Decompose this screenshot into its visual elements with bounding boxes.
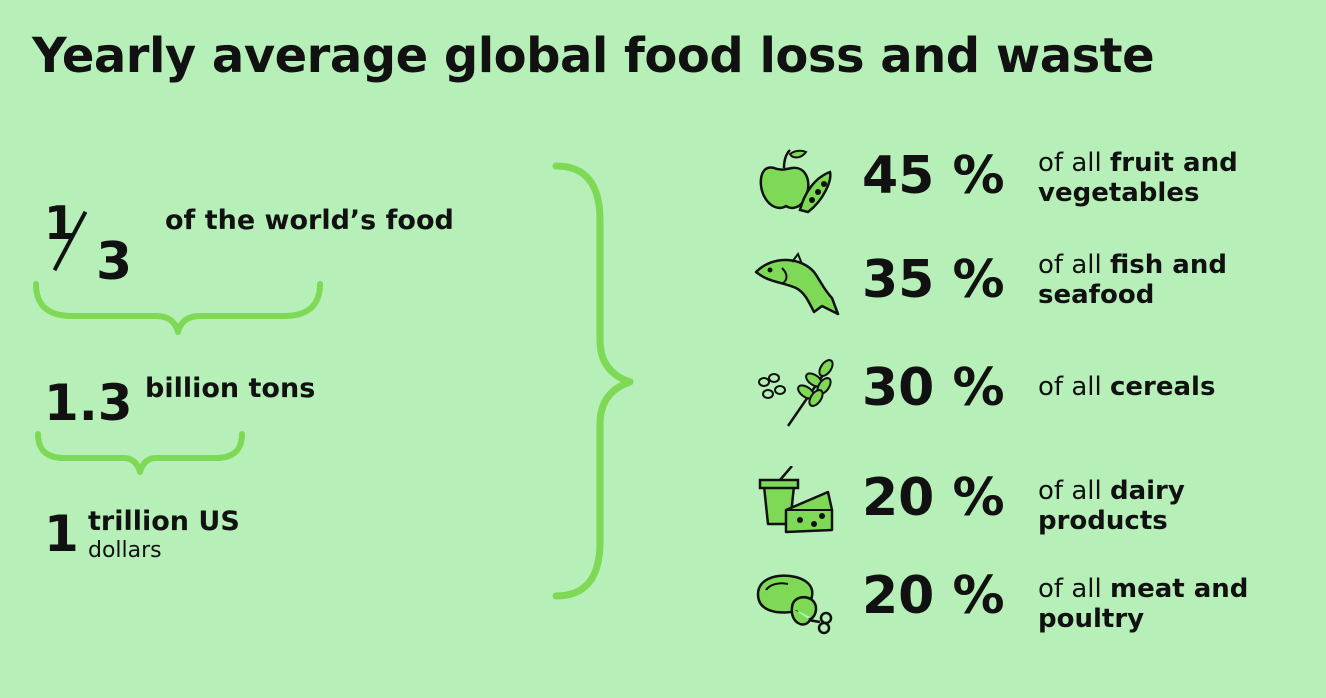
category-percentage: 20 % — [862, 468, 1005, 528]
dollars-label-line1: trillion US — [88, 506, 240, 537]
fraction-one-third: 1 3 — [38, 196, 148, 296]
tons-label: billion tons — [145, 373, 316, 404]
category-value: 30 — [862, 358, 935, 418]
page-title: Yearly average global food loss and wast… — [32, 28, 1155, 84]
category-percentage: 30 % — [862, 358, 1005, 418]
fraction-denominator: 3 — [96, 232, 133, 292]
category-percentage: 45 % — [862, 146, 1005, 206]
category-row: 20 % of all dairy products — [752, 462, 1312, 542]
dollars-label-line2: dollars — [88, 538, 162, 563]
category-row: 45 % of all fruit and vegetables — [752, 140, 1312, 220]
category-prefix: of all — [1038, 574, 1102, 604]
category-description: of all cereals — [1038, 372, 1308, 402]
apple-peas-icon — [759, 149, 832, 214]
category-row: 20 % of all meat and poultry — [752, 560, 1312, 640]
yogurt-cheese-icon — [758, 466, 834, 534]
category-value: 20 — [862, 566, 935, 626]
category-description: of all fish and seafood — [1038, 250, 1308, 310]
steak-drumstick-icon — [756, 574, 833, 635]
brace-under-fraction — [33, 281, 323, 335]
category-value: 20 — [862, 468, 935, 528]
fraction-label: of the world’s food — [165, 205, 454, 236]
fish-icon — [754, 251, 840, 316]
tons-value: 1.3 — [44, 374, 133, 432]
big-right-brace — [552, 162, 634, 600]
category-value: 45 — [862, 146, 935, 206]
category-prefix: of all — [1038, 250, 1102, 280]
category-prefix: of all — [1038, 372, 1102, 402]
category-row: 35 % of all fish and seafood — [752, 244, 1312, 324]
category-description: of all meat and poultry — [1038, 574, 1308, 634]
category-description: of all fruit and vegetables — [1038, 148, 1308, 208]
category-description: of all dairy products — [1038, 476, 1308, 536]
category-name: meat and poultry — [1038, 574, 1249, 634]
category-name: dairy products — [1038, 476, 1185, 536]
category-name: fruit and vegetables — [1038, 148, 1238, 208]
category-row: 30 % of all cereals — [752, 352, 1312, 432]
category-name: cereals — [1109, 372, 1216, 402]
dollars-value: 1 — [44, 505, 79, 563]
category-percentage: 20 % — [862, 566, 1005, 626]
category-name: fish and seafood — [1038, 250, 1227, 310]
category-prefix: of all — [1038, 148, 1102, 178]
brace-under-tons — [35, 431, 245, 475]
category-prefix: of all — [1038, 476, 1102, 506]
category-value: 35 — [862, 250, 935, 310]
category-percentage: 35 % — [862, 250, 1005, 310]
wheat-grain-icon — [758, 359, 834, 427]
